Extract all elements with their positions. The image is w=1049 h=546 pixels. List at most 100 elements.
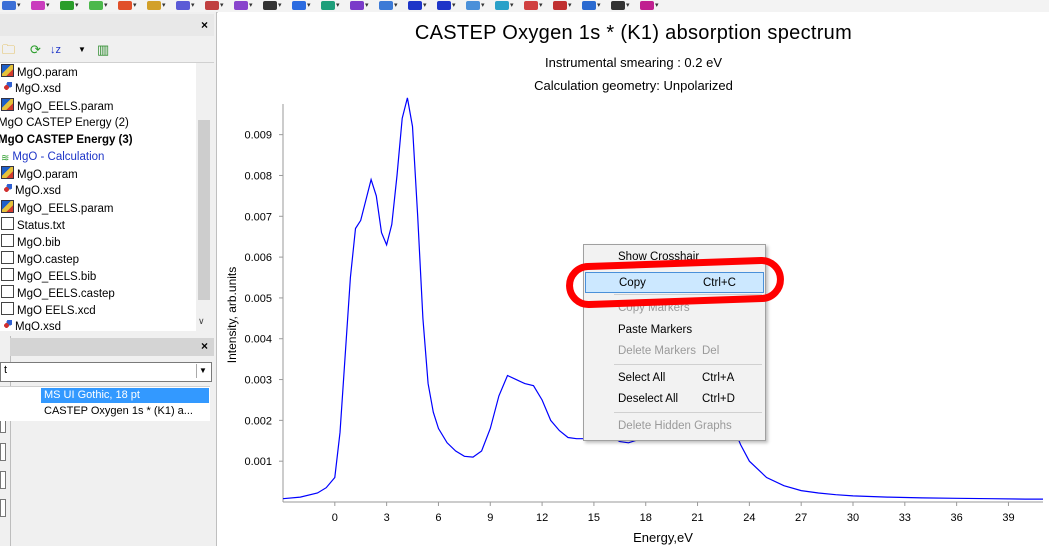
cell-icon[interactable]: ▾ xyxy=(379,0,409,11)
menu-deselect-all[interactable]: Deselect All Ctrl+D xyxy=(585,389,764,410)
flask-icon[interactable]: ▾ xyxy=(611,0,641,11)
tree-scrollbar-thumb[interactable] xyxy=(198,120,210,300)
surface-icon[interactable]: ▾ xyxy=(350,0,380,11)
tree-item[interactable]: Status.txt xyxy=(0,217,65,234)
text-file-icon xyxy=(1,217,14,230)
project-tree: MgO.param MgO.xsd MgO_EELS.param MgO CASTEP… xyxy=(0,63,196,331)
tree-item[interactable]: MgO_EELS.param xyxy=(0,200,114,217)
tree-item[interactable]: MgO EELS.xcd xyxy=(0,302,96,319)
tree-item[interactable]: MgO CASTEP Energy (3) xyxy=(0,132,133,149)
atom-icon[interactable]: ▾ xyxy=(2,0,32,11)
crystal-icon[interactable]: ▾ xyxy=(118,0,148,11)
menu-item-shortcut: Del xyxy=(702,345,720,357)
chart-icon[interactable]: ▾ xyxy=(321,0,351,11)
y-tick-label: 0.008 xyxy=(244,170,272,182)
tree-item[interactable]: MgO.param xyxy=(0,64,78,81)
link-icon[interactable]: ▾ xyxy=(582,0,612,11)
settings-icon[interactable]: ▾ xyxy=(640,0,670,11)
bond-icon[interactable]: ▾ xyxy=(60,0,90,11)
text-file-icon xyxy=(1,302,14,315)
build-icon[interactable]: ▾ xyxy=(205,0,235,11)
x-tick-label: 21 xyxy=(691,512,703,524)
param-file-icon xyxy=(1,98,14,111)
tree-item[interactable]: MgO.xsd xyxy=(0,319,61,331)
molecule-icon[interactable]: ▾ xyxy=(31,0,61,11)
menu-copy[interactable]: Copy Ctrl+C xyxy=(585,272,764,293)
menu-item-shortcut: Ctrl+D xyxy=(702,393,735,405)
x-tick-label: 15 xyxy=(588,512,600,524)
tools-icon[interactable]: ▾ xyxy=(495,0,525,11)
chart-subtitle: Instrumental smearing : 0.2 eV xyxy=(544,55,723,70)
diamond-icon[interactable]: ▾ xyxy=(437,0,467,11)
text-file-icon xyxy=(1,268,14,281)
x-tick-label: 27 xyxy=(795,512,807,524)
left-dock-strip xyxy=(0,336,11,546)
tree-item[interactable]: MgO CASTEP Energy (2) xyxy=(0,115,129,132)
scroll-down-icon[interactable]: ∨ xyxy=(198,316,205,326)
properties-filter-select[interactable] xyxy=(0,362,212,382)
tree-item[interactable]: MgO.xsd xyxy=(0,183,61,200)
tree-item-label: Status.txt xyxy=(17,220,65,232)
book-icon[interactable]: ▥ xyxy=(97,42,110,57)
dock-tab[interactable] xyxy=(0,471,6,489)
tree-item-label: MgO.param xyxy=(17,67,78,79)
shield-icon[interactable]: ▾ xyxy=(408,0,438,11)
chart-subtitle: Calculation geometry: Unpolarized xyxy=(534,78,733,93)
y-tick-label: 0.009 xyxy=(244,130,272,142)
dock-tab[interactable] xyxy=(0,499,6,517)
chevron-down-icon[interactable]: ▼ xyxy=(78,45,86,54)
property-name-cell[interactable] xyxy=(0,388,40,403)
folder-icon[interactable]: 🗀 xyxy=(2,42,16,57)
menu-item-label: Copy xyxy=(619,277,646,289)
calculation-icon: ≋ xyxy=(1,153,10,164)
gear-icon[interactable]: ▾ xyxy=(524,0,554,11)
menu-separator xyxy=(614,294,762,295)
menu-paste-markers[interactable]: Paste Markers xyxy=(585,320,764,341)
tree-item-label: MgO CASTEP Energy (2) xyxy=(0,117,129,129)
y-tick-label: 0.001 xyxy=(244,456,272,468)
chevron-down-icon[interactable]: ▼ xyxy=(196,364,209,378)
menu-delete-hidden-graphs: Delete Hidden Graphs xyxy=(585,416,764,437)
menu-item-label: Select All xyxy=(618,372,666,384)
property-font-value[interactable]: MS UI Gothic, 18 pt xyxy=(41,388,209,403)
sort-icon[interactable]: ↓z xyxy=(50,44,61,56)
tree-item[interactable]: MgO.param xyxy=(0,166,78,183)
param-file-icon xyxy=(1,166,14,179)
x-tick-label: 9 xyxy=(487,512,493,524)
grid-icon[interactable]: ▾ xyxy=(176,0,206,11)
x-tick-label: 36 xyxy=(951,512,963,524)
dock-tab[interactable] xyxy=(0,443,6,461)
tree-item-label: MgO_EELS.param xyxy=(17,203,114,215)
menu-delete-markers: Delete Markers Del xyxy=(585,341,764,362)
tree-item[interactable]: MgO_EELS.param xyxy=(0,98,114,115)
property-text-value[interactable]: CASTEP Oxygen 1s * (K1) a... xyxy=(44,405,193,417)
tree-item[interactable]: MgO.bib xyxy=(0,234,60,251)
properties-panel-close-icon[interactable]: × xyxy=(201,339,209,353)
lattice-icon[interactable]: ▾ xyxy=(147,0,177,11)
menu-show-crosshair[interactable]: Show Crosshair xyxy=(585,247,764,268)
wave-icon[interactable]: ▾ xyxy=(89,0,119,11)
x-tick-label: 24 xyxy=(743,512,755,524)
tree-item[interactable]: ≋ MgO - Calculation xyxy=(0,149,104,166)
tree-item[interactable]: MgO.castep xyxy=(0,251,79,268)
menu-item-shortcut: Ctrl+C xyxy=(703,277,736,289)
tree-item[interactable]: MgO_EELS.bib xyxy=(0,268,96,285)
project-panel-title-bar xyxy=(0,14,214,36)
g-icon[interactable]: ▾ xyxy=(263,0,293,11)
structure-file-icon xyxy=(1,184,12,195)
project-panel-close-icon[interactable]: × xyxy=(201,18,209,32)
x-tick-label: 39 xyxy=(1002,512,1014,524)
param-file-icon xyxy=(1,64,14,77)
tree-item-label: MgO.param xyxy=(17,169,78,181)
properties-panel-title-bar xyxy=(10,338,214,356)
symmetry-icon[interactable]: ▾ xyxy=(234,0,264,11)
y-tick-label: 0.002 xyxy=(244,415,272,427)
menu-select-all[interactable]: Select All Ctrl+A xyxy=(585,368,764,389)
vibration-icon[interactable]: ▾ xyxy=(466,0,496,11)
target-icon[interactable]: ▾ xyxy=(292,0,322,11)
refresh-icon[interactable]: ⟳ xyxy=(30,42,41,57)
graph-icon[interactable]: ▾ xyxy=(553,0,583,11)
tree-item[interactable]: MgO_EELS.castep xyxy=(0,285,115,302)
tree-item[interactable]: MgO.xsd xyxy=(0,81,61,98)
